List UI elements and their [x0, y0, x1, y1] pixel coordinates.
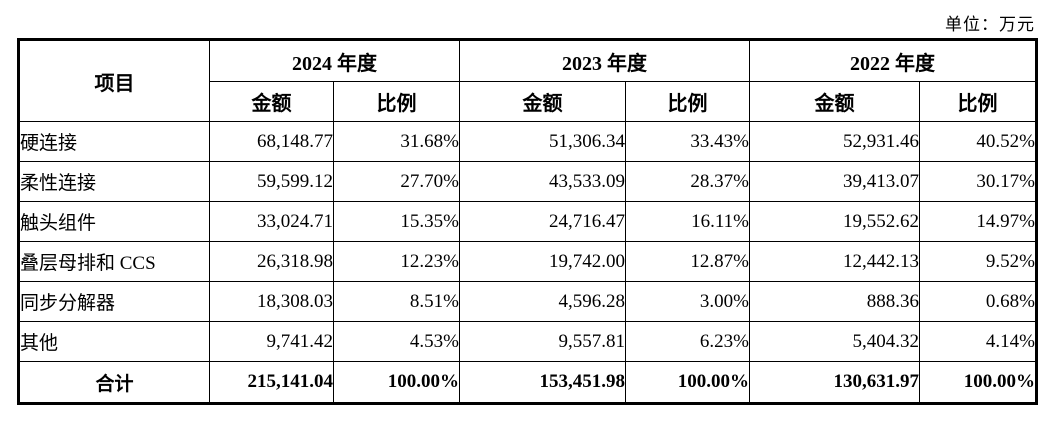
total-label: 合计	[18, 361, 210, 404]
amount-cell: 33,024.71	[209, 201, 334, 242]
ratio-cell: 3.00%	[625, 281, 750, 322]
ratio-cell: 30.17%	[919, 161, 1037, 202]
ratio-cell: 40.52%	[919, 121, 1037, 162]
ratio-cell: 6.23%	[625, 321, 750, 362]
ratio-cell: 4.53%	[333, 321, 460, 362]
amount-cell: 68,148.77	[209, 121, 334, 162]
table-row: 柔性连接 59,599.12 27.70% 43,533.09 28.37% 3…	[18, 161, 1037, 202]
table-row: 触头组件 33,024.71 15.35% 24,716.47 16.11% 1…	[18, 201, 1037, 242]
total-amount-cell: 130,631.97	[749, 361, 920, 404]
table-row: 硬连接 68,148.77 31.68% 51,306.34 33.43% 52…	[18, 121, 1037, 162]
ratio-header: 比例	[333, 81, 460, 122]
amount-cell: 888.36	[749, 281, 920, 322]
amount-cell: 43,533.09	[459, 161, 626, 202]
amount-cell: 59,599.12	[209, 161, 334, 202]
header-sub-row: 金额 比例 金额 比例 金额 比例	[19, 81, 1037, 122]
amount-cell: 18,308.03	[209, 281, 334, 322]
item-cell: 触头组件	[18, 201, 210, 242]
total-ratio-cell: 100.00%	[625, 361, 750, 404]
ratio-cell: 33.43%	[625, 121, 750, 162]
item-cell: 柔性连接	[18, 161, 210, 202]
amount-cell: 51,306.34	[459, 121, 626, 162]
item-cell: 同步分解器	[18, 281, 210, 322]
amount-cell: 9,741.42	[209, 321, 334, 362]
ratio-cell: 9.52%	[919, 241, 1037, 282]
ratio-cell: 15.35%	[333, 201, 460, 242]
amount-cell: 19,552.62	[749, 201, 920, 242]
revenue-breakdown-table: 项目 2024 年度 2023 年度 2022 年度 金额 比例 金额 比例 金…	[17, 38, 1038, 405]
ratio-cell: 14.97%	[919, 201, 1037, 242]
amount-cell: 9,557.81	[459, 321, 626, 362]
item-cell: 叠层母排和 CCS	[18, 241, 210, 282]
ratio-header: 比例	[625, 81, 750, 122]
item-cell: 其他	[18, 321, 210, 362]
ratio-cell: 0.68%	[919, 281, 1037, 322]
total-row: 合计 215,141.04 100.00% 153,451.98 100.00%…	[18, 361, 1037, 404]
amount-cell: 26,318.98	[209, 241, 334, 282]
ratio-cell: 4.14%	[919, 321, 1037, 362]
ratio-cell: 28.37%	[625, 161, 750, 202]
ratio-cell: 16.11%	[625, 201, 750, 242]
year-header-2022: 2022 年度	[749, 39, 1037, 82]
total-amount-cell: 215,141.04	[209, 361, 334, 404]
year-header-2024: 2024 年度	[209, 39, 460, 82]
header-year-row: 项目 2024 年度 2023 年度 2022 年度	[18, 39, 1037, 122]
amount-header: 金额	[749, 81, 920, 122]
amount-cell: 19,742.00	[459, 241, 626, 282]
amount-cell: 12,442.13	[749, 241, 920, 282]
ratio-cell: 12.23%	[333, 241, 460, 282]
total-ratio-cell: 100.00%	[333, 361, 460, 404]
amount-cell: 5,404.32	[749, 321, 920, 362]
item-column-header: 项目	[18, 39, 210, 122]
ratio-cell: 31.68%	[333, 121, 460, 162]
ratio-cell: 12.87%	[625, 241, 750, 282]
item-cell: 硬连接	[18, 121, 210, 162]
total-ratio-cell: 100.00%	[919, 361, 1037, 404]
amount-header: 金额	[209, 81, 334, 122]
unit-label: 单位：万元	[945, 15, 1035, 34]
amount-cell: 39,413.07	[749, 161, 920, 202]
ratio-cell: 8.51%	[333, 281, 460, 322]
amount-cell: 24,716.47	[459, 201, 626, 242]
ratio-cell: 27.70%	[333, 161, 460, 202]
amount-header: 金额	[459, 81, 626, 122]
table-row: 同步分解器 18,308.03 8.51% 4,596.28 3.00% 888…	[18, 281, 1037, 322]
year-header-2023: 2023 年度	[459, 39, 750, 82]
table-row: 叠层母排和 CCS 26,318.98 12.23% 19,742.00 12.…	[18, 241, 1037, 282]
amount-cell: 52,931.46	[749, 121, 920, 162]
total-amount-cell: 153,451.98	[459, 361, 626, 404]
table-row: 其他 9,741.42 4.53% 9,557.81 6.23% 5,404.3…	[18, 321, 1037, 362]
amount-cell: 4,596.28	[459, 281, 626, 322]
ratio-header: 比例	[919, 81, 1037, 122]
